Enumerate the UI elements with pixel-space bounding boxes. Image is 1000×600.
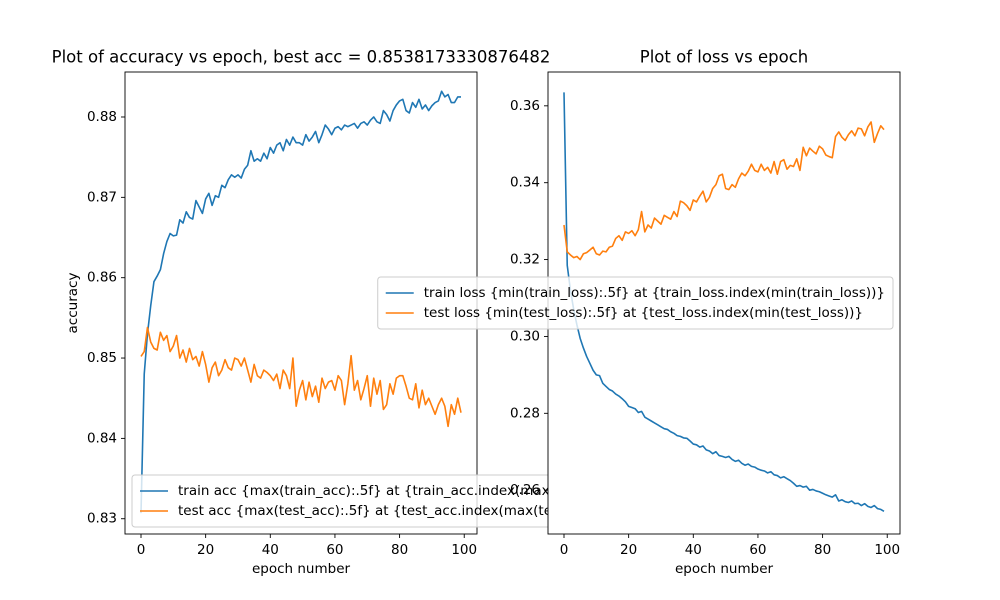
y-tick-label: 0.34 (510, 175, 540, 191)
x-tick-label: 20 (197, 542, 214, 558)
legend: train loss {min(train_loss):.5f} at {tra… (377, 276, 894, 330)
y-tick-label: 0.88 (87, 109, 117, 125)
y-tick-label: 0.32 (510, 252, 540, 268)
x-axis-label: epoch number (252, 561, 351, 577)
legend-label: train loss {min(train_loss):.5f} at {tra… (424, 285, 885, 301)
chart-title: Plot of accuracy vs epoch, best acc = 0.… (52, 48, 551, 67)
y-tick-label: 0.28 (510, 405, 540, 421)
x-tick-label: 40 (262, 542, 279, 558)
y-tick-label: 0.83 (87, 511, 117, 527)
x-tick-label: 100 (451, 542, 477, 558)
legend-label: test loss {min(test_loss):.5f} at {test_… (424, 305, 863, 321)
x-tick-label: 60 (326, 542, 343, 558)
legend-label: train acc {max(train_acc):.5f} at {train… (178, 483, 635, 499)
x-tick-label: 20 (620, 542, 637, 558)
y-axis-label: accuracy (65, 273, 81, 334)
y-tick-label: 0.86 (87, 270, 117, 286)
x-tick-label: 80 (814, 542, 831, 558)
x-tick-label: 0 (137, 542, 146, 558)
chart-title: Plot of loss vs epoch (640, 48, 808, 67)
x-tick-label: 60 (749, 542, 766, 558)
legend: train acc {max(train_acc):.5f} at {train… (131, 474, 644, 528)
y-tick-label: 0.84 (87, 430, 117, 446)
series-line (140, 326, 462, 428)
y-tick-label: 0.30 (510, 328, 540, 344)
x-tick-label: 0 (560, 542, 569, 558)
y-tick-label: 0.87 (87, 189, 117, 205)
series-line (563, 121, 885, 261)
x-tick-label: 40 (685, 542, 702, 558)
y-tick-label: 0.26 (510, 482, 540, 498)
y-tick-label: 0.36 (510, 98, 540, 114)
series-line (140, 90, 461, 514)
x-axis-label: epoch number (675, 561, 774, 577)
x-tick-label: 80 (391, 542, 408, 558)
legend-label: test acc {max(test_acc):.5f} at {test_ac… (178, 503, 613, 519)
y-tick-label: 0.85 (87, 350, 117, 366)
series-line (563, 92, 885, 513)
legend-frame (377, 276, 894, 330)
x-tick-label: 100 (874, 542, 900, 558)
